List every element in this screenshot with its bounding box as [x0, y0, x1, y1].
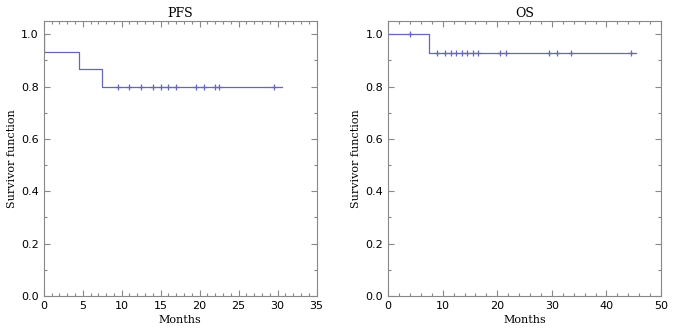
X-axis label: Months: Months: [504, 315, 546, 325]
X-axis label: Months: Months: [159, 315, 202, 325]
Title: OS: OS: [515, 7, 534, 20]
Y-axis label: Survivor function: Survivor function: [7, 109, 17, 208]
Title: PFS: PFS: [167, 7, 193, 20]
Y-axis label: Survivor function: Survivor function: [352, 109, 361, 208]
